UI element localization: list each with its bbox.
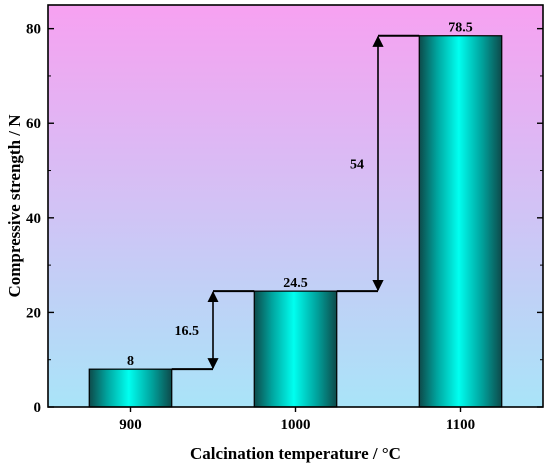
bar-1100 bbox=[418, 35, 503, 408]
x-axis-title: Calcination temperature / °C bbox=[190, 444, 401, 463]
step-connectors bbox=[171, 34, 420, 371]
difference-annotations: 16.5 54 bbox=[175, 35, 384, 370]
x-tick-label-1000: 1000 bbox=[281, 417, 311, 433]
y-axis-title: Compressive strength / N bbox=[5, 114, 24, 298]
y-axis-ticks: 0 20 40 60 80 bbox=[26, 22, 543, 416]
bar-value-label-1100: 78.5 bbox=[448, 21, 473, 36]
difference-label-0: 16.5 bbox=[175, 324, 200, 339]
bar-1000 bbox=[253, 290, 338, 408]
x-tick-label-1100: 1100 bbox=[446, 417, 475, 433]
y-tick-label-40: 40 bbox=[26, 211, 41, 227]
y-tick-label-80: 80 bbox=[26, 22, 41, 38]
bars: 8 24.5 78.5 bbox=[88, 21, 503, 408]
bar-value-label-900: 8 bbox=[127, 354, 134, 369]
y-tick-label-0: 0 bbox=[34, 400, 42, 416]
bar-900 bbox=[88, 368, 173, 408]
y-tick-label-60: 60 bbox=[26, 116, 41, 132]
x-tick-label-900: 900 bbox=[119, 417, 142, 433]
difference-label-1: 54 bbox=[350, 157, 364, 172]
x-axis-ticks: 900 1000 1100 bbox=[119, 407, 475, 433]
y-tick-label-20: 20 bbox=[26, 305, 41, 321]
bar-value-label-1000: 24.5 bbox=[283, 276, 308, 291]
